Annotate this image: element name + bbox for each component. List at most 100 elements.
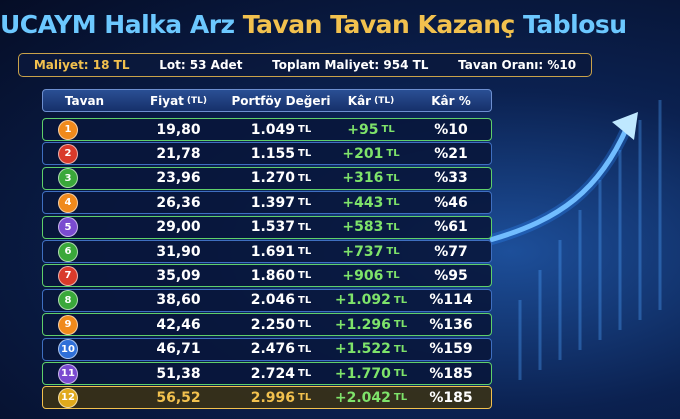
profit: +443	[342, 194, 384, 211]
row-badge: 1	[58, 119, 78, 140]
cell: 9	[43, 314, 126, 335]
table-row: 7 35,09 1.860 TL +906 TL %95	[42, 264, 492, 288]
profit: +316	[342, 170, 384, 187]
row-badge: 10	[58, 339, 78, 360]
unit: TL	[386, 148, 400, 160]
portfolio-value: 2.250	[250, 316, 296, 333]
header-cell: Kâr (TL)	[331, 90, 411, 111]
row-badge: 7	[58, 265, 78, 286]
portfolio-value: 2.476	[250, 341, 296, 358]
cell: +583 TL	[331, 217, 411, 238]
portfolio-value: 1.270	[250, 170, 296, 187]
table-row: 9 42,46 2.250 TL +1.296 TL %136	[42, 313, 492, 337]
table-row: 8 38,60 2.046 TL +1.092 TL %114	[42, 288, 492, 312]
title-part: UCAYM Halka Arz	[0, 10, 235, 39]
row-badge: 5	[58, 217, 78, 238]
unit: TL	[298, 368, 312, 379]
cell: +1.296 TL	[331, 314, 411, 335]
unit: TL	[298, 197, 312, 209]
unit: TL	[393, 294, 408, 306]
unit: TL	[298, 172, 312, 184]
unit: TL	[386, 172, 400, 184]
profit-pct: %95	[434, 267, 468, 284]
cell: 1.397 TL	[231, 192, 331, 213]
unit: TL	[386, 221, 400, 233]
cell: +737 TL	[331, 241, 411, 262]
cell: 2.476 TL	[231, 339, 331, 360]
profit: +1.770	[334, 365, 391, 382]
header-text: Fiyat	[149, 93, 184, 108]
row-badge: 12	[58, 387, 78, 408]
cell: +1.770 TL	[331, 363, 411, 384]
cell: 2.996 TL	[231, 387, 331, 408]
unit: TL	[298, 124, 312, 135]
unit: TL	[298, 319, 312, 331]
unit: TL	[386, 197, 400, 209]
price: 46,71	[156, 341, 201, 358]
price: 38,60	[156, 292, 201, 309]
profit-pct: %21	[434, 145, 468, 162]
cell: +316 TL	[331, 168, 411, 189]
header-cell: Fiyat (TL)	[126, 90, 231, 111]
portfolio-value: 1.537	[250, 219, 296, 236]
unit: TL	[386, 270, 400, 282]
portfolio-value: 1.155	[250, 145, 296, 162]
price: 19,80	[156, 121, 201, 138]
cell: 3	[43, 168, 126, 189]
profit-pct: %159	[429, 341, 473, 358]
cell: 1.155 TL	[231, 143, 331, 164]
cell: +906 TL	[331, 265, 411, 286]
cell: +201 TL	[331, 143, 411, 164]
price: 51,38	[156, 365, 201, 382]
profit: +1.092	[334, 292, 391, 309]
price: 56,52	[156, 389, 201, 406]
table-row: 11 51,38 2.724 TL +1.770 TL %185	[42, 362, 492, 385]
unit: TL	[386, 246, 400, 257]
unit: TL	[393, 343, 408, 355]
cell: +2.042 TL	[331, 387, 411, 408]
profit-pct: %46	[434, 194, 468, 211]
unit: TL	[393, 392, 408, 404]
cell: +443 TL	[331, 192, 411, 213]
price: 21,78	[156, 145, 201, 162]
cell: 5	[43, 217, 126, 238]
cell: 2.250 TL	[231, 314, 331, 335]
table-row: 5 29,00 1.537 TL +583 TL %61	[42, 215, 492, 239]
portfolio-value: 1.860	[250, 267, 296, 284]
cell: 1.860 TL	[231, 265, 331, 286]
cell: 6	[43, 241, 126, 262]
cell: +1.522 TL	[331, 339, 411, 360]
header-text: Kâr	[347, 93, 372, 108]
cell: 1	[43, 119, 126, 140]
portfolio-value: 2.996	[250, 389, 296, 406]
cell: 2.724 TL	[231, 363, 331, 384]
price: 31,90	[156, 243, 201, 260]
title-part: Tablosu	[523, 10, 627, 39]
profit-pct: %185	[429, 365, 473, 382]
cell: 2	[43, 143, 126, 164]
row-badge: 4	[58, 192, 78, 213]
unit: TL	[298, 294, 312, 306]
table-row: 12 56,52 2.996 TL +2.042 TL %185	[42, 386, 492, 410]
header-cell: Tavan	[43, 90, 126, 111]
header-row: Tavan Fiyat (TL) Portföy Değeri Kâr (TL) Kâr %	[42, 89, 492, 112]
cell: 8	[43, 290, 126, 311]
cell: 1.537 TL	[231, 217, 331, 238]
profit: +2.042	[334, 389, 391, 406]
unit: TL	[381, 124, 395, 135]
portfolio-value: 1.397	[250, 194, 296, 211]
table-row: 10 46,71 2.476 TL +1.522 TL %159	[42, 337, 492, 361]
unit: TL	[298, 392, 312, 404]
table-row: 4 26,36 1.397 TL +443 TL %46	[42, 191, 492, 215]
info-item: Toplam Maliyet: 954 TL	[272, 58, 429, 72]
row-badge: 2	[58, 143, 78, 164]
row-badge: 11	[58, 363, 78, 384]
info-bar: Maliyet: 18 TL Lot: 53 Adet Toplam Maliyet…	[18, 53, 592, 77]
header-sub: (TL)	[186, 95, 208, 106]
info-item: Tavan Oranı: %10	[458, 58, 577, 72]
profit-pct: %136	[429, 316, 473, 333]
unit: TL	[298, 221, 312, 233]
cell: 1.691 TL	[231, 241, 331, 262]
